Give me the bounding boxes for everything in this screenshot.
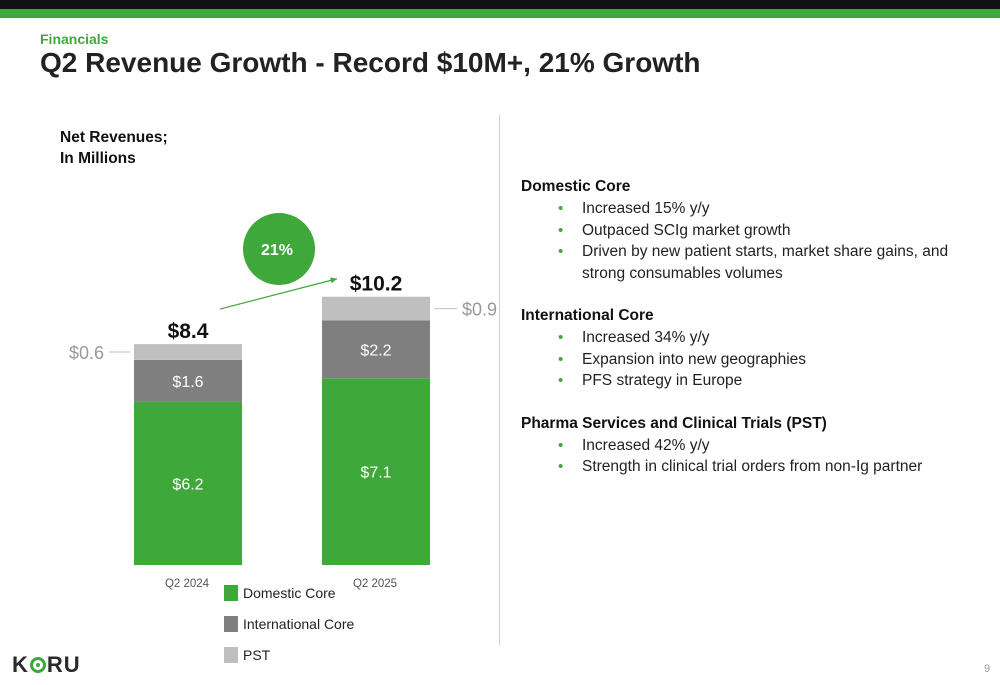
- legend-label: Domestic Core: [243, 585, 336, 601]
- bullet-dot-icon: •: [558, 350, 564, 368]
- growth-arrow-line: [219, 278, 338, 310]
- bullet-text: Strength in clinical trial orders from n…: [582, 458, 923, 475]
- legend-swatch: [224, 616, 238, 632]
- growth-circle: [243, 213, 315, 285]
- legend-swatch: [224, 585, 238, 601]
- bar-segment: [322, 320, 430, 379]
- revenue-chart: $6.2 $1.6 $0.6 $8.4 Q2 2024 $7.1 $2.2 $0.9 $10.2…: [69, 213, 497, 663]
- bullet-dot-icon: •: [558, 329, 564, 346]
- bullet-panel: Domestic Core • Increased 15% y/y • Outpaced…: [521, 176, 991, 499]
- bar-segment: [134, 359, 242, 402]
- category-label: Q2 2024: [165, 578, 210, 590]
- bullet-group: Domestic Core • Increased 15% y/y • Outpaced…: [521, 176, 991, 284]
- top-bar-green: [0, 9, 1000, 18]
- bullet-item: • Outpaced SCIg market growth: [521, 220, 991, 242]
- bullet-text: Expansion into new geographies: [582, 350, 807, 368]
- bullet-item: • Increased 15% y/y: [521, 198, 991, 220]
- chart-heading-line-1: Net Revenues;: [60, 129, 168, 146]
- bullet-item: • PFS strategy in Europe: [521, 370, 991, 392]
- vertical-divider: [499, 115, 500, 645]
- bullet-text: Increased 34% y/y: [582, 329, 710, 346]
- chart-heading: Net Revenues; In Millions: [60, 127, 168, 169]
- bullet-dot-icon: •: [558, 200, 564, 217]
- data-label: $0.6: [69, 343, 104, 363]
- bullet-group-title: International Core: [521, 307, 654, 324]
- logo-letters-right: RU: [46, 652, 81, 677]
- bullet-group: International Core • Increased 34% y/y • Exp…: [521, 305, 991, 392]
- bullet-item: • Increased 34% y/y: [521, 327, 991, 349]
- total-label: $8.4: [168, 320, 209, 343]
- bar-segment: [322, 296, 430, 321]
- logo-letter-left: K: [12, 652, 29, 677]
- bullet-dot-icon: •: [558, 372, 564, 389]
- logo-ring-icon: [29, 657, 46, 673]
- bullet-dot-icon: •: [558, 221, 564, 239]
- legend-label: International Core: [243, 616, 355, 632]
- page-number: 9: [984, 663, 991, 675]
- bullet-group-title: Domestic Core: [521, 178, 631, 195]
- legend-label: PST: [243, 647, 271, 663]
- data-label: $6.2: [172, 476, 203, 493]
- page-title: Q2 Revenue Growth - Record $10M+, 21% Gr…: [40, 47, 701, 78]
- bullet-text: PFS strategy in Europe: [582, 372, 743, 389]
- koru-logo: K RU: [12, 652, 81, 678]
- bullet-text: Driven by new patient starts, market sha…: [582, 243, 949, 282]
- bullet-item: • Driven by new patient starts, market sh…: [521, 241, 991, 284]
- bullet-dot-icon: •: [558, 436, 564, 454]
- data-label: $0.9: [462, 300, 497, 320]
- bar-segment: [322, 378, 430, 565]
- bullet-text: Increased 42% y/y: [582, 436, 710, 454]
- total-label: $10.2: [350, 273, 403, 296]
- bullet-item: • Strength in clinical trial orders from …: [521, 456, 991, 478]
- bullet-item: • Expansion into new geographies: [521, 349, 991, 371]
- bullet-group: Pharma Services and Clinical Trials (PST…: [521, 413, 991, 478]
- section-label: Financials: [40, 31, 109, 47]
- chart-heading-line-2: In Millions: [60, 150, 136, 167]
- category-label: Q2 2025: [353, 578, 397, 590]
- growth-arrowhead-icon: [330, 277, 337, 284]
- growth-label: 21%: [261, 242, 293, 259]
- data-label: $1.6: [172, 374, 203, 391]
- bullet-text: Increased 15% y/y: [582, 200, 710, 217]
- bar-segment: [134, 344, 242, 360]
- bullet-text: Outpaced SCIg market growth: [582, 221, 791, 239]
- bullet-dot-icon: •: [558, 243, 564, 260]
- bar-segment: [134, 401, 242, 565]
- bullet-item: • Increased 42% y/y: [521, 435, 991, 457]
- data-label: $7.1: [360, 465, 391, 482]
- top-bar-black: [0, 0, 1000, 9]
- data-label: $2.2: [360, 342, 391, 359]
- bullet-group-title: Pharma Services and Clinical Trials (PST…: [521, 414, 827, 432]
- bullet-dot-icon: •: [558, 458, 564, 475]
- legend-swatch: [224, 647, 238, 663]
